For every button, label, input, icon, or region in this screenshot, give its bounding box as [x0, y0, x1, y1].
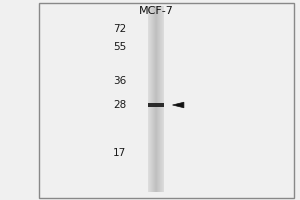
- Text: 28: 28: [113, 100, 126, 110]
- Text: MCF-7: MCF-7: [139, 6, 173, 16]
- Bar: [148, 103, 164, 107]
- Text: 17: 17: [113, 148, 126, 158]
- Text: 36: 36: [113, 76, 126, 86]
- Text: 72: 72: [113, 24, 126, 34]
- Text: 55: 55: [113, 42, 126, 52]
- Bar: [39, 3, 294, 198]
- Polygon shape: [172, 102, 184, 108]
